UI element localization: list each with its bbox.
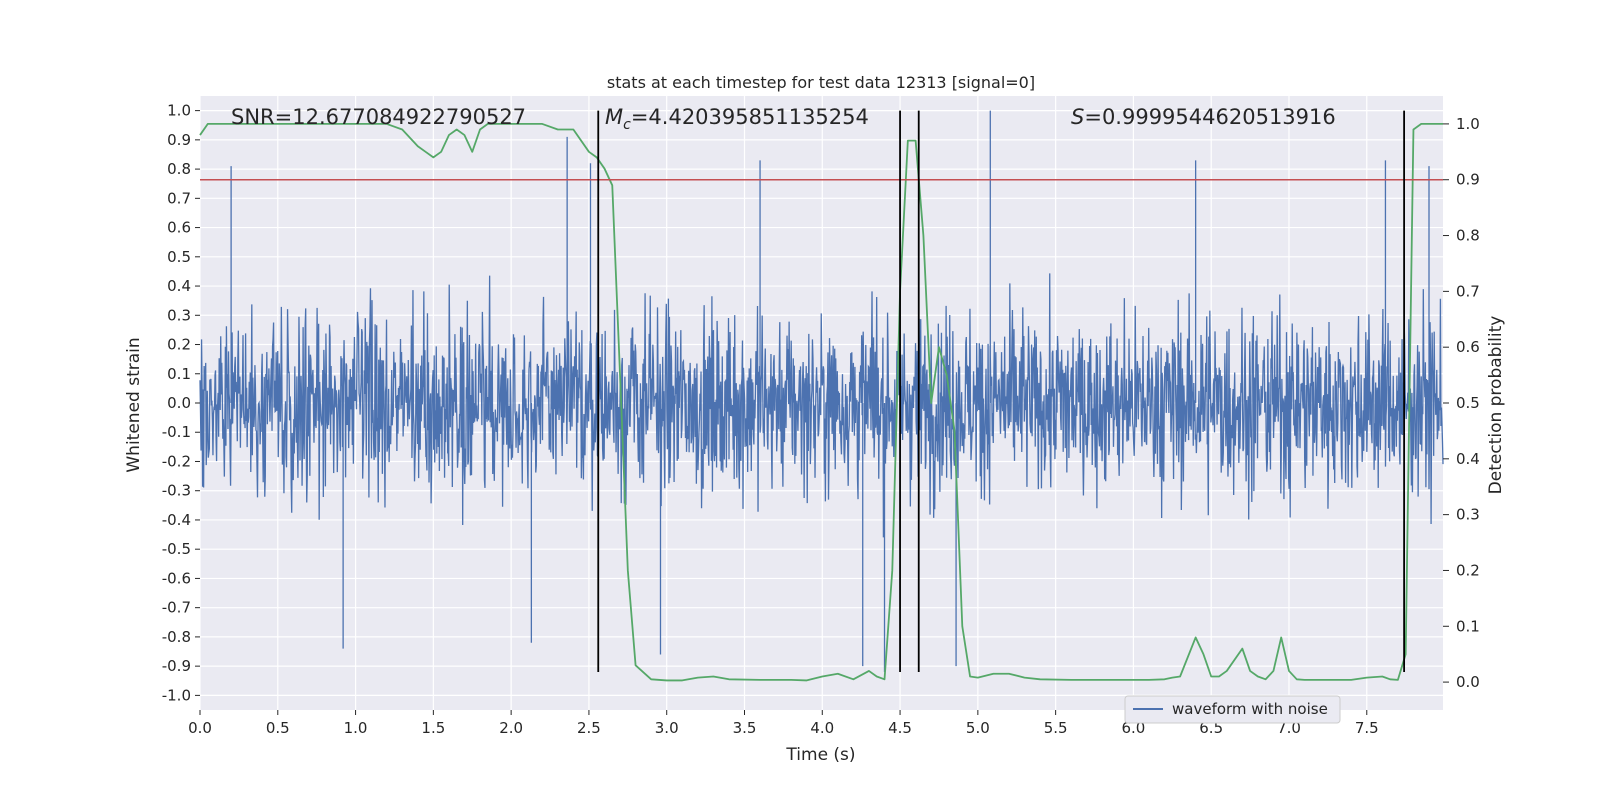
legend-label: waveform with noise — [1172, 700, 1328, 718]
y2-tick-label: 0.1 — [1456, 617, 1480, 635]
y-tick-label: 0.1 — [167, 365, 191, 383]
y2-tick-label: 0.6 — [1456, 338, 1480, 356]
waveform-series — [199, 110, 1444, 672]
waveform-line — [199, 110, 1444, 672]
x-tick-label: 0.5 — [266, 719, 290, 737]
y-tick-label: -0.6 — [162, 569, 191, 587]
x-tick-label: 5.0 — [966, 719, 990, 737]
x-tick-label: 1.0 — [344, 719, 368, 737]
y-tick-label: -0.3 — [162, 482, 191, 500]
x-tick-label: 4.5 — [888, 719, 912, 737]
x-tick-label: 2.0 — [499, 719, 523, 737]
y-tick-label: -0.2 — [162, 452, 191, 470]
x-tick-label: 1.5 — [421, 719, 445, 737]
snr-annotation: SNR=12.677084922790527 — [231, 105, 526, 129]
y2-tick-label: 0.3 — [1456, 506, 1480, 524]
x-tick-label: 3.5 — [733, 719, 757, 737]
y2-tick-label: 0.8 — [1456, 227, 1480, 245]
y2-tick-label: 0.9 — [1456, 171, 1480, 189]
x-axis-label: Time (s) — [785, 745, 855, 765]
x-tick-label: 2.5 — [577, 719, 601, 737]
chirp-mass-value: =4.420395851135254 — [631, 105, 869, 129]
significance-symbol: S — [1071, 105, 1084, 129]
probability-line — [199, 123, 1443, 682]
significance-annotation: S=0.9999544620513916 — [1071, 105, 1336, 129]
x-tick-label: 7.5 — [1355, 719, 1379, 737]
y-tick-label: 0.0 — [167, 394, 191, 412]
y-tick-label: 0.2 — [167, 336, 191, 354]
y-tick-label: 0.7 — [167, 189, 191, 207]
chirp-mass-subscript: c — [623, 117, 631, 133]
y2-tick-label: 0.0 — [1456, 673, 1480, 691]
y-tick-label: 0.5 — [167, 248, 191, 266]
y2-tick-label: 0.4 — [1456, 450, 1480, 468]
y2-axis-label: Detection probability — [1486, 316, 1506, 495]
y2-tick-label: 0.5 — [1456, 394, 1480, 412]
legend-box — [1124, 695, 1341, 724]
x-tick-label: 5.5 — [1044, 719, 1068, 737]
y-tick-label: -0.8 — [162, 628, 191, 646]
y-tick-label: -0.5 — [162, 540, 191, 558]
legend: waveform with noise — [1124, 695, 1341, 724]
chirp-mass-symbol: M — [605, 105, 623, 129]
y-axis-ticks: -1.0 -0.9 -0.8 -0.7 -0.6 -0.5 -0.4 -0.3 -0.2 -0.1… — [162, 102, 200, 704]
y-tick-label: 1.0 — [167, 102, 191, 120]
y-tick-label: 0.8 — [167, 160, 191, 178]
significance-value: =0.9999544620513916 — [1084, 105, 1335, 129]
y2-tick-label: 0.7 — [1456, 282, 1480, 300]
x-tick-label: 0.0 — [188, 719, 212, 737]
y2-axis-ticks: 0.0 0.1 0.2 0.3 0.4 0.5 0.6 0.7 0.8 0.9 1.0 — [1443, 115, 1480, 691]
x-tick-label: 3.0 — [655, 719, 679, 737]
y-tick-label: -0.4 — [162, 511, 191, 529]
y2-tick-label: 1.0 — [1456, 115, 1480, 133]
x-tick-label: 4.0 — [810, 719, 834, 737]
y2-tick-label: 0.2 — [1456, 561, 1480, 579]
y-axis-label: Whitened strain — [124, 337, 144, 472]
y-tick-label: -0.7 — [162, 599, 191, 617]
y-tick-label: -1.0 — [162, 686, 191, 704]
vertical-lines-group — [597, 110, 1406, 672]
y-tick-label: 0.3 — [167, 306, 191, 324]
chart-title: stats at each timestep for test data 123… — [607, 73, 1035, 92]
y-tick-label: -0.9 — [162, 657, 191, 675]
y-tick-label: 0.4 — [167, 277, 191, 295]
y-tick-label: -0.1 — [162, 423, 191, 441]
chirp-mass-annotation: Mc=4.420395851135254 — [605, 105, 869, 133]
probability-series — [199, 123, 1443, 682]
y-tick-label: 0.9 — [167, 131, 191, 149]
x-axis-ticks: 0.0 0.5 1.0 1.5 2.0 2.5 3.0 3.5 4.0 4.5 5.0 5.5 6.0 6… — [188, 710, 1379, 737]
y-tick-label: 0.6 — [167, 219, 191, 237]
